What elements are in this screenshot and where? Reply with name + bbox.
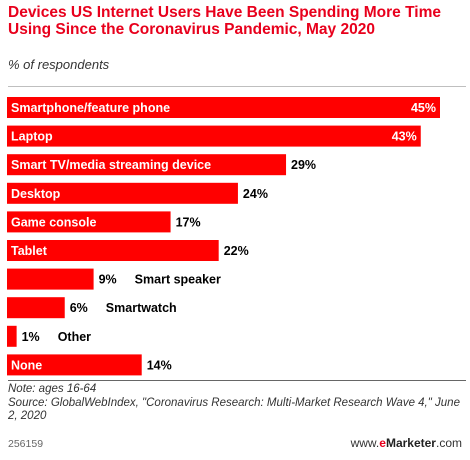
- bar-tablet: [7, 240, 219, 261]
- brand-logo[interactable]: www.eMarketer.com: [351, 436, 462, 450]
- brand-name: Marketer: [385, 436, 436, 450]
- bar-smart-tv-media-streaming-device: [7, 154, 287, 176]
- value-label: 24%: [243, 187, 268, 201]
- top-divider: [8, 86, 466, 87]
- value-label: 17%: [176, 215, 201, 229]
- brand-suffix: .com: [435, 436, 462, 450]
- category-label: Tablet: [11, 244, 48, 258]
- category-label: Smartwatch: [106, 301, 177, 315]
- bar-chart: Smartphone/feature phone 45% Laptop 43% Smar…: [7, 97, 440, 376]
- chart-subtitle: % of respondents: [8, 57, 110, 72]
- value-label: 14%: [147, 358, 172, 372]
- category-label: Smartphone/feature phone: [11, 101, 170, 115]
- value-label: 45%: [411, 101, 436, 115]
- bar-smartphone-feature-phone: [7, 97, 440, 118]
- value-label: 1%: [22, 330, 40, 344]
- category-label: Other: [58, 330, 91, 344]
- bar-laptop: [7, 125, 421, 147]
- brand-e: e: [379, 436, 386, 450]
- value-label: 6%: [70, 301, 88, 315]
- bottom-divider: [8, 380, 466, 381]
- bar-other: [7, 325, 17, 347]
- bar-smartwatch: [7, 297, 65, 319]
- chart-notes: Note: ages 16-64 Source: GlobalWebIndex,…: [8, 383, 466, 424]
- bar-desktop: [7, 182, 238, 204]
- brand-prefix: www.: [350, 436, 380, 450]
- category-label: None: [11, 358, 42, 372]
- chart-id: 256159: [8, 438, 44, 450]
- chart-title: Devices US Internet Users Have Been Spen…: [8, 4, 442, 38]
- bar-none: [7, 354, 142, 376]
- category-label: Laptop: [11, 130, 53, 144]
- category-label: Smart TV/media streaming device: [11, 158, 211, 172]
- bar-game-console: [7, 211, 171, 233]
- category-label: Game console: [11, 215, 96, 229]
- value-label: 9%: [99, 273, 117, 287]
- category-label: Desktop: [11, 187, 61, 201]
- value-label: 22%: [224, 244, 249, 258]
- bar-smart-speaker: [7, 268, 94, 290]
- value-label: 29%: [291, 158, 316, 172]
- category-label: Smart speaker: [135, 273, 221, 287]
- note-source: Source: GlobalWebIndex, "Coronavirus Res…: [8, 396, 460, 423]
- note-ages: Note: ages 16-64: [8, 383, 97, 395]
- value-label: 43%: [392, 130, 417, 144]
